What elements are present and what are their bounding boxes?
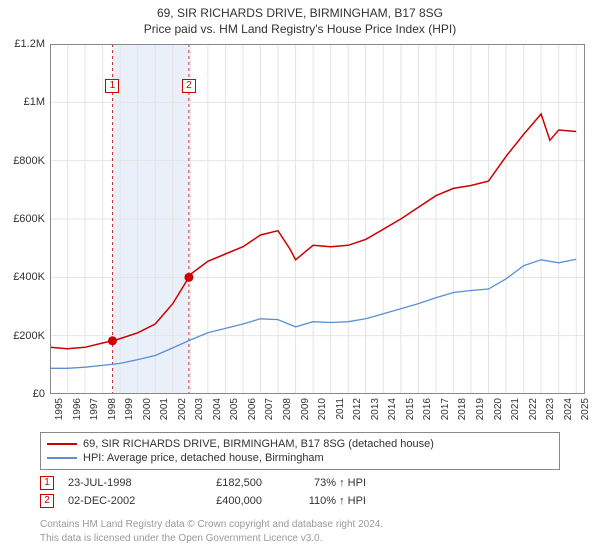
- attribution-footer: Contains HM Land Registry data © Crown c…: [40, 518, 580, 545]
- x-tick-label: 2023: [545, 398, 556, 420]
- x-tick-label: 2025: [580, 398, 591, 420]
- sale-date: 23-JUL-1998: [68, 477, 168, 489]
- plot-area: £0£200K£400K£600K£800K£1M£1.2M 199519961…: [50, 44, 585, 394]
- x-tick-label: 1999: [124, 398, 135, 420]
- x-tick-label: 2011: [335, 398, 346, 420]
- x-tick-label: 2009: [300, 398, 311, 420]
- titles: 69, SIR RICHARDS DRIVE, BIRMINGHAM, B17 …: [0, 0, 600, 36]
- sale-marker-icon: 1: [40, 476, 54, 490]
- legend-label: HPI: Average price, detached house, Birm…: [83, 452, 324, 464]
- legend-item-price-paid: 69, SIR RICHARDS DRIVE, BIRMINGHAM, B17 …: [47, 437, 553, 451]
- x-tick-label: 1995: [54, 398, 65, 420]
- x-tick-label: 2000: [142, 398, 153, 420]
- y-tick-label: £200K: [13, 330, 45, 342]
- x-tick-label: 2015: [405, 398, 416, 420]
- y-tick-label: £1M: [24, 96, 45, 108]
- sale-marker-box: 1: [105, 79, 119, 93]
- x-tick-label: 2006: [247, 398, 258, 420]
- sales-row: 1 23-JUL-1998 £182,500 73% ↑ HPI: [40, 474, 560, 492]
- x-tick-label: 2014: [387, 398, 398, 420]
- sales-table: 1 23-JUL-1998 £182,500 73% ↑ HPI 2 02-DE…: [40, 474, 560, 510]
- x-tick-label: 2001: [159, 398, 170, 420]
- sale-marker-icon: 2: [40, 494, 54, 508]
- x-tick-label: 1996: [72, 398, 83, 420]
- x-tick-label: 2021: [510, 398, 521, 420]
- x-tick-label: 1998: [107, 398, 118, 420]
- x-tick-label: 2016: [422, 398, 433, 420]
- sale-price: £182,500: [182, 477, 262, 489]
- legend-swatch: [47, 443, 77, 445]
- x-tick-label: 2019: [475, 398, 486, 420]
- x-tick-label: 1997: [89, 398, 100, 420]
- x-tick-label: 2004: [212, 398, 223, 420]
- chart-svg: [50, 44, 585, 394]
- x-tick-label: 2012: [352, 398, 363, 420]
- x-tick-label: 2013: [370, 398, 381, 420]
- x-tick-label: 2010: [317, 398, 328, 420]
- sale-price: £400,000: [182, 495, 262, 507]
- legend-item-hpi: HPI: Average price, detached house, Birm…: [47, 451, 553, 465]
- legend-swatch: [47, 457, 77, 459]
- x-tick-label: 2024: [563, 398, 574, 420]
- y-tick-label: £1.2M: [14, 38, 45, 50]
- chart-container: 69, SIR RICHARDS DRIVE, BIRMINGHAM, B17 …: [0, 0, 600, 560]
- footer-line: This data is licensed under the Open Gov…: [40, 532, 580, 546]
- x-tick-label: 2017: [440, 398, 451, 420]
- x-tick-label: 2020: [493, 398, 504, 420]
- sales-row: 2 02-DEC-2002 £400,000 110% ↑ HPI: [40, 492, 560, 510]
- x-tick-label: 2018: [457, 398, 468, 420]
- y-tick-label: £0: [33, 388, 45, 400]
- x-tick-label: 2003: [194, 398, 205, 420]
- x-tick-label: 2007: [264, 398, 275, 420]
- x-tick-label: 2022: [528, 398, 539, 420]
- chart-title-subtitle: Price paid vs. HM Land Registry's House …: [0, 22, 600, 36]
- y-tick-label: £400K: [13, 271, 45, 283]
- footer-line: Contains HM Land Registry data © Crown c…: [40, 518, 580, 532]
- legend-label: 69, SIR RICHARDS DRIVE, BIRMINGHAM, B17 …: [83, 438, 434, 450]
- x-tick-label: 2008: [282, 398, 293, 420]
- x-tick-label: 2005: [229, 398, 240, 420]
- sale-vs-hpi: 110% ↑ HPI: [276, 495, 366, 507]
- y-tick-label: £800K: [13, 155, 45, 167]
- legend: 69, SIR RICHARDS DRIVE, BIRMINGHAM, B17 …: [40, 432, 560, 470]
- sale-marker-box: 2: [182, 79, 196, 93]
- y-tick-label: £600K: [13, 213, 45, 225]
- sale-date: 02-DEC-2002: [68, 495, 168, 507]
- chart-title-address: 69, SIR RICHARDS DRIVE, BIRMINGHAM, B17 …: [0, 6, 600, 20]
- sale-vs-hpi: 73% ↑ HPI: [276, 477, 366, 489]
- x-tick-label: 2002: [177, 398, 188, 420]
